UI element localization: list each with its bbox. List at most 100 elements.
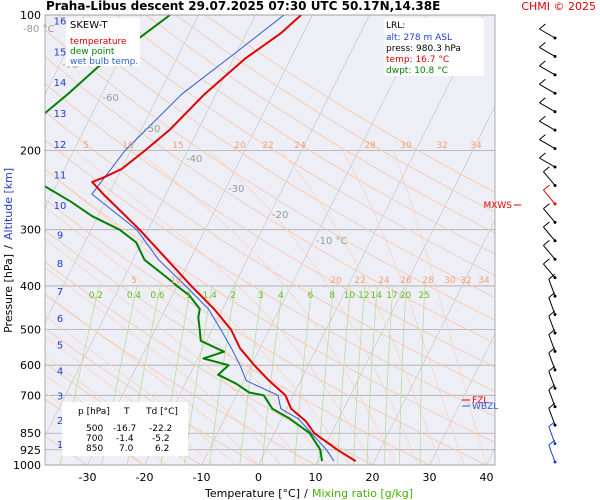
level-markers: MXWS FZL WBZL [462, 201, 521, 412]
mixing-ratio-label: 0.4 [127, 291, 142, 301]
wind-barb-station [553, 331, 557, 335]
adiabat-label: 20 [234, 141, 246, 151]
mixing-ratio-label: 20 [400, 291, 412, 301]
wind-barb [539, 134, 557, 151]
wind-barb-station [553, 202, 557, 206]
table-cell: 6.2 [155, 444, 169, 454]
altitude-tick-label: 4 [57, 366, 63, 377]
isotherm-line [144, 15, 370, 465]
wind-barb-feather [543, 240, 550, 246]
temperature-profile [91, 15, 357, 462]
altitude-tick-label: 6 [57, 314, 63, 325]
isotherm-line [429, 333, 495, 465]
table-header-t: T [123, 407, 130, 417]
wind-barb [543, 240, 557, 261]
legend-title: SKEW-T [70, 20, 108, 31]
wind-barb-feather [539, 60, 546, 67]
adiabat-label: 32 [436, 141, 447, 151]
wind-barb-feather [543, 184, 550, 191]
lrl-dwpt: dwpt: 10.8 °C [386, 66, 448, 76]
dry-adiabat-line [45, 198, 487, 465]
legend-wet-bulb: wet bulb temp. [70, 57, 138, 67]
wind-barb [539, 97, 557, 114]
wind-barb-station [553, 183, 557, 187]
chart-title: Praha-Libus descent 29.07.2025 07:30 UTC… [46, 0, 440, 13]
mixing-ratio-label: 12 [358, 291, 369, 301]
temperature-tick-label: -10 [193, 471, 211, 484]
wind-barb-station [553, 257, 557, 261]
lrl-title: LRL: [386, 21, 405, 31]
y-axis-separator: / [2, 245, 15, 249]
isotherm-line [315, 105, 495, 465]
mixing-ratio-label: 14 [370, 291, 382, 301]
dry-adiabat-line [45, 55, 495, 344]
adiabat-label: 22 [262, 141, 273, 151]
y-axis-title-altitude: Altitude [km] [2, 168, 15, 240]
isotherm-label: -10 °C [316, 236, 348, 247]
adiabat-label: 20 [330, 276, 342, 286]
dry-adiabat-line [45, 111, 495, 392]
wind-barb-station [553, 36, 557, 40]
wind-barb [539, 23, 557, 40]
isotherm-line [486, 447, 495, 465]
temperature-tick-label: 0 [255, 471, 262, 484]
legend: SKEW-T temperature dew point wet bulb te… [66, 18, 140, 67]
temperature-tick-label: -20 [136, 471, 154, 484]
mixing-ratio-line [294, 285, 313, 465]
table-cell: 700 [86, 434, 103, 444]
adiabat-label: 28 [422, 276, 434, 286]
dry-adiabat-line [45, 261, 373, 465]
temperature-tick-label: 10 [309, 471, 323, 484]
table-cell: 850 [86, 444, 103, 454]
adiabat-label: 34 [478, 276, 490, 286]
wind-barb-feather [548, 439, 556, 446]
altitude-tick-label: 2 [57, 416, 63, 427]
mxws-label: MXWS [483, 201, 512, 211]
wind-barb-feather [548, 384, 556, 391]
mixing-ratio-label: 3 [258, 291, 264, 301]
altitude-tick-label: 14 [54, 78, 67, 89]
y-axis-title-pressure: Pressure [hPa] [2, 254, 15, 333]
mixing-ratio-line [209, 285, 236, 465]
mixing-ratio-label: 6 [308, 291, 314, 301]
wind-barb-station [553, 276, 557, 280]
lrl-temp: temp: 16.7 °C [386, 55, 449, 65]
isotherm-label: -50 [144, 124, 160, 135]
altitude-tick-label: 9 [57, 230, 63, 241]
isotherm-line [201, 15, 427, 465]
moist-adiabat-line [45, 267, 282, 465]
table-header-p: p [hPa] [78, 407, 110, 417]
wind-barb-station [553, 110, 557, 114]
dry-adiabat-grid [45, 15, 495, 465]
adiabat-label: 28 [364, 141, 376, 151]
moist-adiabat-line [279, 150, 442, 465]
mixing-ratio-label: 1.4 [203, 291, 218, 301]
wind-barb-station [553, 349, 557, 353]
wind-barb-station [553, 386, 557, 390]
moist-adiabat-line [208, 150, 419, 465]
temperature-tick-label: 30 [423, 471, 437, 484]
dewpoint-profile [45, 15, 323, 462]
isotherm-label: -60 [103, 93, 119, 104]
mixing-ratio-label: 17 [386, 291, 397, 301]
x-axis-title-mixing: Mixing ratio [g/kg] [312, 487, 413, 500]
pressure-tick-label: 700 [20, 389, 41, 402]
mixing-ratio-line [318, 285, 335, 465]
dry-adiabat-line [45, 168, 495, 443]
wind-barb-feather [548, 365, 556, 372]
profile-series [45, 15, 357, 462]
wind-barb-shaft [543, 208, 556, 223]
wind-barb-station [553, 91, 557, 95]
wind-barb-shaft [539, 139, 556, 150]
adiabat-label: 10 [170, 276, 182, 286]
table-box [62, 402, 188, 456]
table-cell: -1.4 [116, 434, 134, 444]
table-cell: 500 [86, 424, 103, 434]
pressure-tick-label: 200 [20, 144, 41, 157]
mixing-ratio-line [419, 285, 426, 465]
adiabat-label: 32 [460, 276, 471, 286]
table-cell: -22.2 [149, 424, 172, 434]
wind-barb-station [553, 423, 557, 427]
altitude-tick-label: 8 [57, 259, 63, 270]
